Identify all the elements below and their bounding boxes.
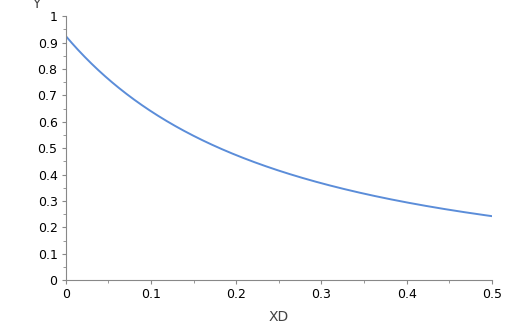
- Y-axis label: Y: Y: [32, 0, 40, 11]
- X-axis label: XD: XD: [269, 310, 289, 322]
